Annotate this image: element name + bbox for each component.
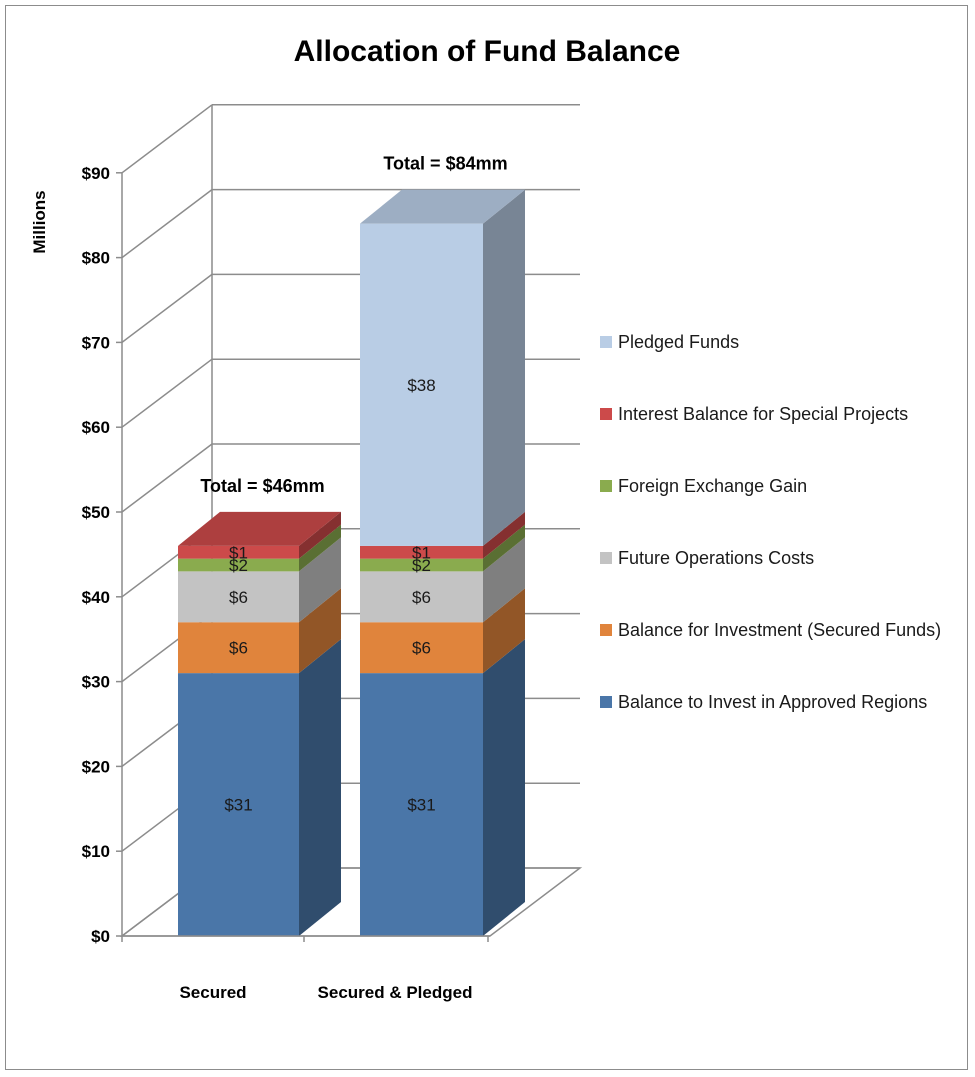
total-label: Total = $84mm bbox=[383, 154, 507, 174]
legend-item: Balance for Investment (Secured Funds) bbox=[600, 620, 941, 640]
y-tick-label: $80 bbox=[82, 249, 110, 268]
data-label: $6 bbox=[412, 639, 431, 658]
gridline-diagonal bbox=[121, 189, 213, 259]
legend-label: Future Operations Costs bbox=[618, 548, 814, 568]
y-tick-label: $50 bbox=[82, 503, 110, 522]
bar-segment-side bbox=[299, 511, 341, 559]
data-label: $6 bbox=[229, 639, 248, 658]
data-label: $31 bbox=[407, 796, 435, 815]
data-label: $6 bbox=[412, 588, 431, 607]
legend-swatch bbox=[600, 336, 612, 348]
legend-item: Balance to Invest in Approved Regions bbox=[600, 692, 927, 712]
y-tick-label: $0 bbox=[91, 927, 110, 946]
x-category-label: Secured bbox=[179, 983, 246, 1002]
legend-swatch bbox=[600, 624, 612, 636]
bar-top bbox=[360, 189, 525, 224]
bar-segment-side bbox=[299, 639, 341, 936]
data-label: $1 bbox=[229, 543, 248, 562]
legend-item: Foreign Exchange Gain bbox=[600, 476, 807, 496]
legend-swatch bbox=[600, 408, 612, 420]
data-label: $38 bbox=[407, 376, 435, 395]
total-label: Total = $46mm bbox=[200, 476, 324, 496]
bar-segment-side bbox=[483, 537, 525, 623]
chart-title: Allocation of Fund Balance bbox=[294, 35, 681, 68]
legend-label: Pledged Funds bbox=[618, 332, 739, 352]
gridline-diagonal bbox=[121, 273, 213, 343]
legend-label: Balance for Investment (Secured Funds) bbox=[618, 620, 941, 640]
bar-segment-side bbox=[483, 511, 525, 559]
bars bbox=[178, 189, 525, 936]
legend-label: Balance to Invest in Approved Regions bbox=[618, 692, 927, 712]
legend-swatch bbox=[600, 480, 612, 492]
bar-segment-side bbox=[483, 189, 525, 546]
bar-segment-side bbox=[299, 524, 341, 572]
bar-segment bbox=[178, 622, 299, 674]
y-axis-label: Millions bbox=[30, 190, 49, 253]
bar-segment-side bbox=[483, 588, 525, 674]
legend-label: Interest Balance for Special Projects bbox=[618, 404, 908, 424]
legend-swatch bbox=[600, 552, 612, 564]
bar-segment bbox=[360, 223, 483, 546]
bar-segment bbox=[178, 558, 299, 572]
bar-segment bbox=[360, 571, 483, 623]
data-label: $31 bbox=[224, 796, 252, 815]
bar-segment bbox=[178, 571, 299, 623]
bar-top bbox=[178, 511, 341, 546]
bar-stack-0 bbox=[178, 511, 341, 936]
y-tick-label: $40 bbox=[82, 588, 110, 607]
y-tick-label: $10 bbox=[82, 842, 110, 861]
bar-segment bbox=[360, 545, 483, 559]
y-tick-label: $20 bbox=[82, 757, 110, 776]
bar-segment-side bbox=[483, 639, 525, 936]
chart-frame: Allocation of Fund Balance $0 $10 $20 $30 $4… bbox=[5, 5, 968, 1070]
bar-stack-1 bbox=[360, 189, 525, 936]
gridline-diagonal bbox=[121, 104, 213, 174]
y-tick-label: $30 bbox=[82, 673, 110, 692]
bar-segment-side bbox=[299, 588, 341, 674]
y-axis: $0 $10 $20 $30 $40 $50 $60 $70 $80 $90 bbox=[82, 164, 123, 946]
data-label: $2 bbox=[412, 556, 431, 575]
legend: Pledged Funds Interest Balance for Specia… bbox=[600, 332, 941, 712]
bar-segment bbox=[360, 673, 483, 936]
legend-item: Pledged Funds bbox=[600, 332, 739, 352]
gridline-diagonal bbox=[121, 443, 213, 513]
y-tick-label: $90 bbox=[82, 164, 110, 183]
bar-segment bbox=[178, 545, 299, 559]
legend-swatch bbox=[600, 696, 612, 708]
legend-label: Foreign Exchange Gain bbox=[618, 476, 807, 496]
bar-segment bbox=[360, 622, 483, 674]
legend-item: Future Operations Costs bbox=[600, 548, 814, 568]
bar-segment-side bbox=[483, 524, 525, 572]
data-label: $6 bbox=[229, 588, 248, 607]
data-label: $2 bbox=[229, 556, 248, 575]
bar-segment bbox=[360, 558, 483, 572]
x-axis: Secured Secured & Pledged bbox=[121, 935, 490, 1002]
chart-svg: Allocation of Fund Balance $0 $10 $20 $30 $4… bbox=[30, 35, 941, 1002]
legend-item: Interest Balance for Special Projects bbox=[600, 404, 908, 424]
data-label: $1 bbox=[412, 543, 431, 562]
y-tick-label: $60 bbox=[82, 418, 110, 437]
gridline-diagonal bbox=[121, 358, 213, 428]
y-tick-label: $70 bbox=[82, 333, 110, 352]
bar-segment-side bbox=[299, 537, 341, 623]
x-category-label: Secured & Pledged bbox=[318, 983, 473, 1002]
bar-segment bbox=[178, 673, 299, 936]
